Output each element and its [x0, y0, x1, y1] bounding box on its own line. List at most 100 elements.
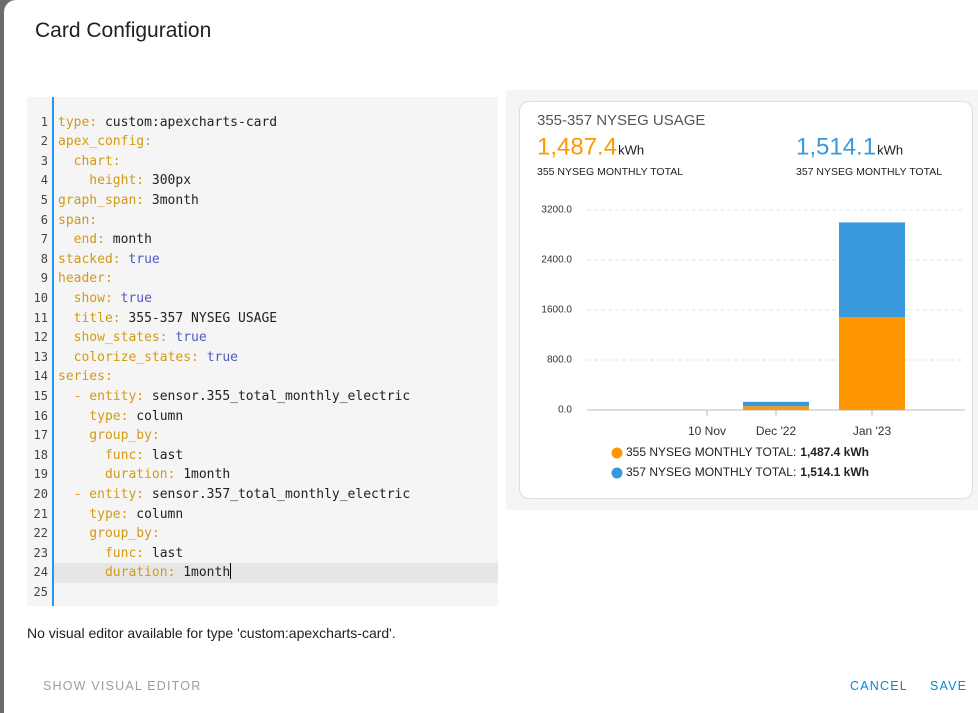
code-line: 12 show_states: true — [27, 328, 498, 348]
chart-card: 355-357 NYSEG USAGE 1,487.4 kWh 355 NYSEG … — [519, 101, 973, 499]
state-label: 357 NYSEG MONTHLY TOTAL — [796, 166, 942, 178]
code-text: - entity: sensor.355_total_monthly_electr… — [58, 387, 411, 407]
x-tick-label: Jan '23 — [853, 424, 892, 438]
editor-gutter-border — [52, 97, 54, 606]
code-text: header: — [58, 269, 113, 289]
line-number: 12 — [33, 330, 48, 345]
line-number: 1 — [40, 114, 48, 129]
code-editor[interactable]: 1 type: custom:apexcharts-card 2 apex_config… — [27, 97, 498, 606]
yaml-value: month — [112, 232, 152, 248]
line-number: 5 — [40, 193, 48, 207]
line-number: 25 — [33, 585, 48, 599]
dialog-title: Card Configuration — [35, 19, 212, 42]
code-text: show: true — [58, 289, 152, 309]
yaml-key: - entity: — [58, 487, 145, 502]
line-number: 24 — [33, 565, 48, 580]
bar-segment — [743, 401, 809, 407]
yaml-value: last — [151, 447, 184, 463]
yaml-value: last — [151, 545, 184, 561]
code-line: 19 duration: 1month — [27, 465, 498, 485]
yaml-key: graph_span: — [58, 193, 145, 208]
show-visual-editor-button[interactable]: SHOW VISUAL EDITOR — [43, 679, 202, 693]
yaml-key: chart: — [58, 153, 121, 169]
yaml-value: sensor.357_total_monthly_electric — [151, 487, 411, 502]
code-line: 8 stacked: true — [27, 250, 498, 270]
state-value: 1,487.4 — [537, 133, 617, 160]
x-tick-label: 10 Nov — [688, 424, 726, 438]
bar-segment — [839, 317, 905, 410]
bar-segment — [839, 222, 905, 318]
code-text: type: custom:apexcharts-card — [58, 113, 277, 133]
y-tick-label: 2400.0 — [541, 255, 572, 266]
code-line: 21 type: column — [27, 505, 498, 525]
yaml-key: type: — [58, 408, 129, 424]
line-number: 16 — [33, 408, 48, 423]
code-line: 25 — [27, 583, 498, 603]
yaml-value: 3month — [151, 193, 199, 208]
yaml-key: group_by: — [58, 428, 160, 444]
line-number: 15 — [33, 389, 48, 403]
yaml-value: 1month — [183, 467, 231, 483]
code-line: 5 graph_span: 3month — [27, 191, 498, 211]
line-number: 18 — [33, 447, 48, 462]
yaml-key: func: — [58, 447, 145, 463]
line-number: 4 — [40, 173, 48, 188]
code-line: 7 end: month — [27, 230, 498, 250]
code-line: 14 series: — [27, 367, 498, 387]
save-button[interactable]: SAVE — [930, 679, 968, 693]
text-cursor — [230, 563, 232, 580]
legend-value: 1,487.4 kWh — [800, 445, 869, 459]
code-line: 23 func: last — [27, 544, 498, 564]
state-unit: kWh — [877, 142, 903, 157]
line-number: 21 — [33, 506, 48, 521]
line-number: 13 — [33, 349, 48, 364]
code-line: 11 title: 355-357 NYSEG USAGE — [27, 309, 498, 329]
code-text: type: column — [58, 407, 183, 427]
legend-label: 355 NYSEG MONTHLY TOTAL: — [626, 445, 796, 459]
code-text: chart: — [58, 152, 121, 172]
cancel-button[interactable]: CANCEL — [850, 679, 908, 693]
code-line: 15 - entity: sensor.355_total_monthly_ele… — [27, 387, 498, 407]
code-text: height: 300px — [58, 171, 191, 191]
yaml-value: 355-357 NYSEG USAGE — [128, 310, 278, 326]
yaml-value: true — [175, 330, 207, 346]
code-line: 10 show: true — [27, 289, 498, 309]
code-text: func: last — [58, 544, 183, 564]
code-line: 3 chart: — [27, 152, 498, 172]
y-tick-label: 800.0 — [547, 355, 572, 366]
code-text: show_states: true — [58, 328, 207, 348]
line-number: 22 — [33, 526, 48, 541]
code-line: 6 span: — [27, 211, 498, 231]
yaml-key: duration: — [58, 467, 176, 483]
yaml-value: 1month — [183, 565, 231, 581]
code-line: 20 - entity: sensor.357_total_monthly_ele… — [27, 485, 498, 505]
code-line: 13 colorize_states: true — [27, 348, 498, 368]
yaml-value: column — [136, 506, 184, 522]
yaml-key: duration: — [58, 565, 176, 581]
code-text: apex_config: — [58, 132, 152, 152]
code-text: duration: 1month — [58, 465, 230, 485]
yaml-key: height: — [58, 173, 145, 189]
line-number: 10 — [33, 291, 48, 305]
code-text: func: last — [58, 446, 183, 466]
yaml-value: 300px — [151, 173, 192, 189]
yaml-value: column — [136, 408, 184, 424]
code-text: duration: 1month — [58, 563, 232, 583]
yaml-key: header: — [58, 271, 113, 287]
state-unit: kWh — [618, 142, 644, 157]
state-label: 355 NYSEG MONTHLY TOTAL — [537, 166, 683, 178]
yaml-value: custom:apexcharts-card — [104, 114, 278, 130]
yaml-key: type: — [58, 506, 129, 522]
line-number: 19 — [33, 467, 48, 482]
code-line: 24 duration: 1month — [34, 563, 498, 583]
yaml-key: stacked: — [58, 251, 121, 267]
line-number: 9 — [40, 271, 48, 286]
line-number: 2 — [40, 134, 48, 149]
yaml-key: show: — [58, 291, 113, 306]
code-line: 17 group_by: — [27, 426, 498, 446]
line-number: 11 — [33, 310, 48, 325]
y-tick-label: 0.0 — [558, 405, 572, 416]
code-line: 9 header: — [27, 269, 498, 289]
code-text: title: 355-357 NYSEG USAGE — [58, 309, 278, 329]
